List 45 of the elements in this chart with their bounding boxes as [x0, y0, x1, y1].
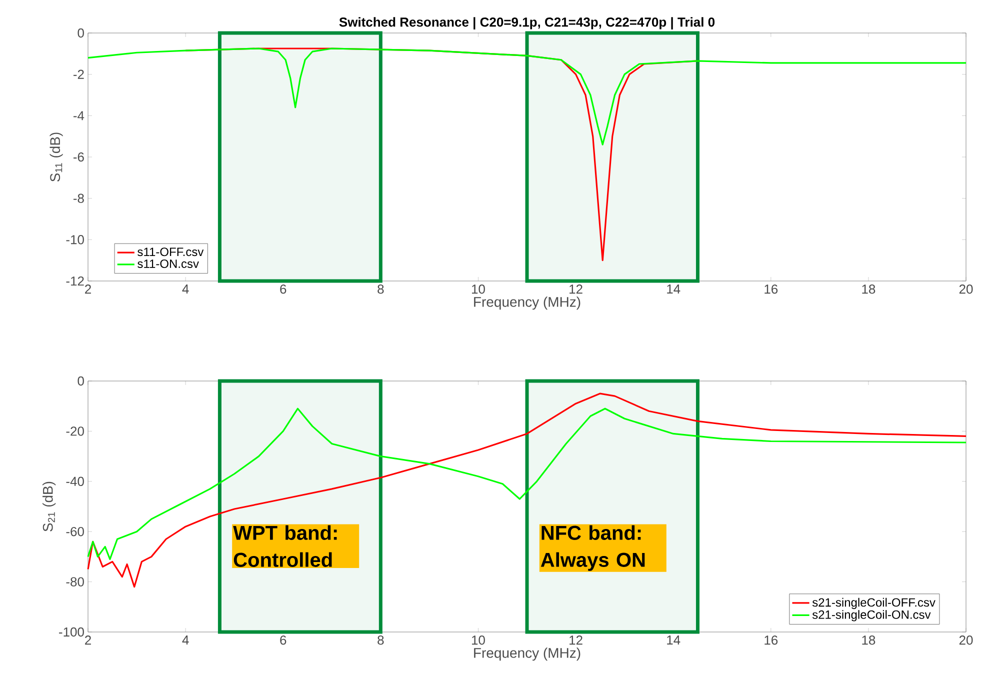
x-tick-label: 8 — [378, 284, 384, 294]
y-tick-label: -40 — [66, 476, 84, 486]
x-tick-label: 18 — [862, 636, 876, 645]
x-tick-label: 16 — [764, 284, 778, 294]
y-tick-label: -6 — [73, 152, 84, 162]
x-tick-label: 20 — [959, 636, 973, 645]
x-axis-title: Frequency (MHz) — [474, 296, 580, 310]
x-tick-label: 4 — [182, 284, 189, 294]
x-tick-label: 8 — [378, 636, 384, 645]
band-label: NFC band: Always ON — [540, 525, 645, 571]
x-axis-title: Frequency (MHz) — [474, 648, 580, 661]
y-tick-label: -80 — [66, 577, 84, 586]
band-label: WPT band: Controlled — [233, 525, 337, 567]
y-tick-label: -2 — [73, 70, 84, 79]
y-tick-label: -8 — [73, 194, 84, 203]
x-tick-label: 18 — [862, 284, 876, 294]
x-tick-label: 16 — [764, 636, 778, 645]
x-tick-label: 2 — [85, 636, 91, 645]
x-tick-label: 10 — [472, 284, 485, 294]
x-tick-label: 12 — [570, 636, 582, 645]
x-tick-label: 10 — [472, 636, 485, 645]
y-tick-label: 0 — [78, 28, 84, 38]
y-tick-label: 0 — [78, 376, 84, 386]
x-tick-label: 6 — [280, 636, 286, 645]
line-series — [87, 48, 967, 146]
x-tick-label: 14 — [667, 284, 680, 294]
y-tick-label: -4 — [73, 111, 84, 120]
legend-label: s21-singleCoil-ON.csv — [812, 610, 931, 622]
x-tick-label: 2 — [85, 284, 91, 294]
x-tick-label: 6 — [280, 284, 286, 294]
y-tick-label: -20 — [66, 426, 84, 436]
legend-label: s11-ON.csv — [138, 259, 199, 268]
x-tick-label: 4 — [182, 636, 189, 644]
x-tick-label: 14 — [667, 636, 680, 644]
y-axis-title: S$_{11}$ (dB) — [50, 132, 63, 182]
y-tick-label: -12 — [66, 276, 84, 286]
x-tick-label: 12 — [570, 284, 582, 294]
x-tick-label: 20 — [959, 284, 973, 294]
chart-title: Switched Resonance | C20=9.1p, C21=43p, C22=470p | Trial 0 — [339, 17, 715, 30]
legend-label: s11-OFF.csv — [138, 248, 204, 256]
y-tick-label: -100 — [59, 627, 84, 637]
y-axis-title: S$_{21}$ (dB) — [42, 482, 56, 532]
y-tick-label: -60 — [66, 526, 84, 536]
y-tick-label: -10 — [66, 235, 84, 244]
legend-label: s21-singleCoil-OFF.csv — [812, 598, 936, 610]
